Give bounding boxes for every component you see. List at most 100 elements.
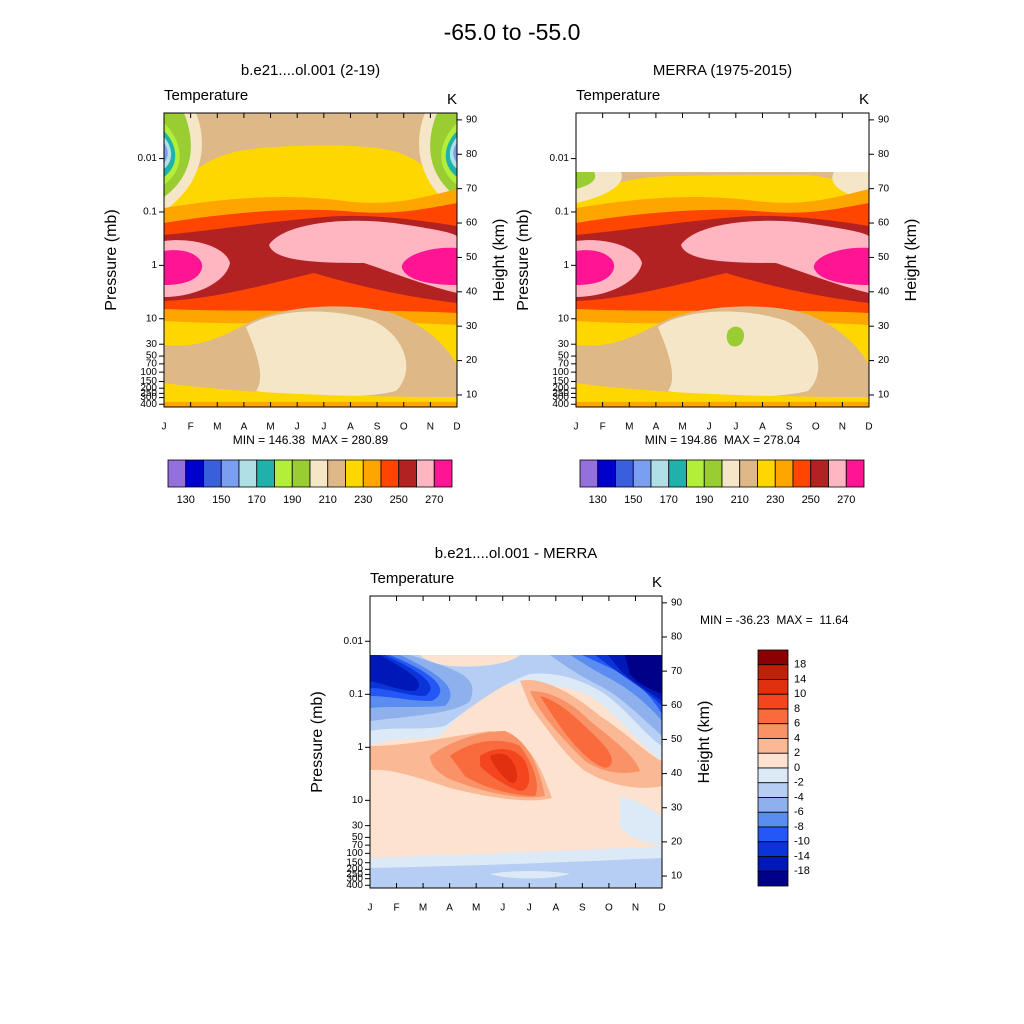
colorbar-box <box>792 459 812 488</box>
panel-title: b.e21....ol.001 (2-19) <box>241 62 380 79</box>
x-tick-label: M <box>678 422 686 433</box>
contour-region <box>540 696 612 768</box>
x-tick-label: S <box>579 903 586 914</box>
colorbar-label: 14 <box>794 673 806 685</box>
colorbar-label: 230 <box>766 494 784 506</box>
colorbar-label: 6 <box>794 718 800 730</box>
left-string: Temperature <box>370 570 454 587</box>
right-string: K <box>859 91 869 108</box>
contour-region <box>625 655 662 694</box>
y2-axis-label: Height (km) <box>696 701 713 784</box>
colorbar-box <box>327 459 346 488</box>
contour-region <box>490 753 518 783</box>
contour-region <box>726 326 744 347</box>
y2-tick-label: 70 <box>466 183 478 194</box>
x-tick-label: F <box>393 903 399 914</box>
x-tick-label: N <box>427 422 434 433</box>
y-tick-label: 0.01 <box>550 153 570 164</box>
right-string: K <box>652 574 662 591</box>
colorbar-box <box>615 459 634 488</box>
contour-region <box>420 655 520 667</box>
contour-region <box>164 113 457 199</box>
y2-tick-label: 60 <box>466 218 478 229</box>
colorbar-label: 230 <box>354 494 372 506</box>
y-tick-label: 1 <box>151 260 157 271</box>
x-tick-label: N <box>632 903 639 914</box>
colorbar-label: 170 <box>660 494 678 506</box>
y2-tick-label: 60 <box>671 700 683 711</box>
x-tick-label: J <box>321 422 326 433</box>
colorbar-box <box>274 459 293 488</box>
x-tick-label: M <box>472 903 480 914</box>
x-tick-label: A <box>347 422 354 433</box>
y-tick-label: 10 <box>558 313 570 324</box>
contour-region <box>164 143 168 163</box>
colorbar-box <box>828 459 847 488</box>
x-tick-label: D <box>865 422 872 433</box>
y-tick-label: 70 <box>352 840 364 851</box>
colorbar-label: 250 <box>390 494 408 506</box>
colorbar-label: 190 <box>283 494 301 506</box>
x-tick-label: J <box>733 422 738 433</box>
y-tick-label: 30 <box>352 820 364 831</box>
colorbar-box <box>757 797 789 813</box>
y-tick-label: 150 <box>552 376 569 387</box>
x-tick-label: J <box>574 422 579 433</box>
x-tick-label: N <box>839 422 846 433</box>
x-tick-label: J <box>500 903 505 914</box>
colorbar-box <box>757 664 789 680</box>
y-tick-label: 300 <box>552 392 569 403</box>
y2-axis-label: Height (km) <box>491 219 508 302</box>
y-tick-label: 70 <box>558 358 570 369</box>
y2-tick-label: 40 <box>878 286 890 297</box>
y-tick-label: 100 <box>346 848 363 859</box>
x-tick-label: O <box>812 422 820 433</box>
colorbar-label: 210 <box>319 494 337 506</box>
colorbar-box <box>721 459 741 488</box>
x-tick-label: O <box>605 903 613 914</box>
y-tick-label: 50 <box>146 351 158 362</box>
colorbar-label: 270 <box>837 494 855 506</box>
y-tick-label: 400 <box>552 399 569 410</box>
y2-tick-label: 60 <box>878 218 890 229</box>
colorbar-box <box>238 459 258 488</box>
colorbar-box <box>757 738 789 754</box>
y2-tick-label: 40 <box>671 768 683 779</box>
y-tick-label: 0.01 <box>138 153 158 164</box>
colorbar-label: 18 <box>794 659 806 671</box>
colorbar-box <box>757 767 789 784</box>
colorbar-box <box>309 459 329 488</box>
y-tick-label: 1 <box>563 260 569 271</box>
colorbar-label: -4 <box>794 791 804 803</box>
colorbar-box <box>668 459 687 488</box>
y2-tick-label: 80 <box>671 632 683 643</box>
colorbar-box <box>597 459 616 488</box>
y2-tick-label: 50 <box>671 734 683 745</box>
y-tick-label: 400 <box>140 399 157 410</box>
colorbar-box <box>579 459 599 488</box>
x-tick-label: A <box>759 422 766 433</box>
x-tick-label: J <box>162 422 167 433</box>
y2-tick-label: 30 <box>671 802 683 813</box>
colorbar-label: 170 <box>248 494 266 506</box>
colorbar-box <box>757 870 789 887</box>
y2-tick-label: 80 <box>466 149 478 160</box>
x-tick-label: M <box>419 903 427 914</box>
colorbar-label: -10 <box>794 836 810 848</box>
colorbar-box <box>757 459 776 488</box>
x-tick-label: A <box>653 422 660 433</box>
colorbar-box <box>757 826 789 843</box>
y-axis-label: Pressure (mb) <box>515 209 532 310</box>
colorbar-label: -6 <box>794 806 804 818</box>
colorbar-label: -2 <box>794 777 804 789</box>
panel-title: b.e21....ol.001 - MERRA <box>435 545 598 562</box>
y-tick-label: 50 <box>352 832 364 843</box>
colorbar-label: 130 <box>177 494 195 506</box>
x-tick-label: J <box>368 903 373 914</box>
y2-tick-label: 70 <box>671 666 683 677</box>
contour-field <box>164 113 457 407</box>
y-tick-label: 150 <box>140 376 157 387</box>
colorbar-box <box>739 459 758 488</box>
y2-tick-label: 30 <box>466 321 478 332</box>
